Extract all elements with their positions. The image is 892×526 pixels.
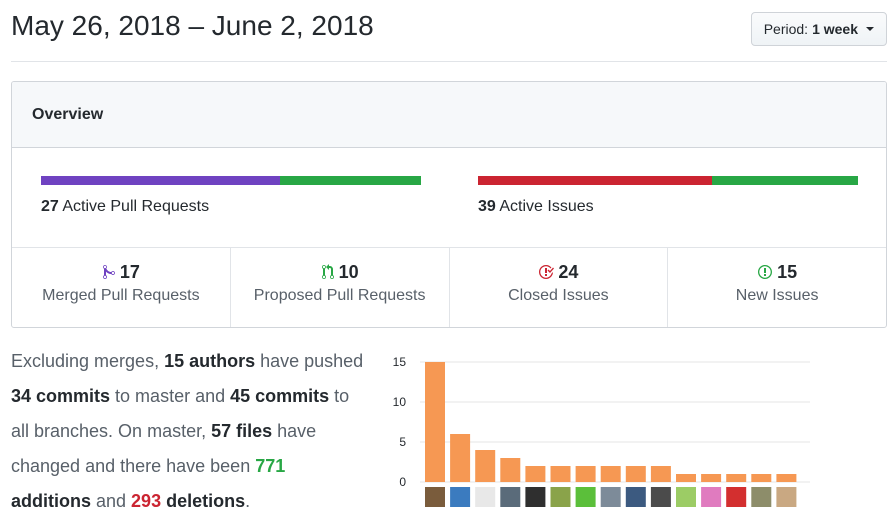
new-issues-count: 15 — [777, 261, 798, 282]
bar-author-4[interactable] — [500, 458, 521, 482]
overview-panel: Overview 27 Active Pull Requests 39 Acti… — [11, 81, 887, 328]
overview-bars: 27 Active Pull Requests 39 Active Issues — [12, 148, 886, 248]
bar-author-7[interactable] — [575, 466, 596, 482]
period-prefix: Period: — [763, 21, 809, 37]
bar-author-14[interactable] — [751, 474, 772, 482]
active-pull-requests-label: 27 Active Pull Requests — [41, 198, 421, 216]
avatar-author-8[interactable] — [600, 487, 621, 507]
proposed-pull-requests-count: 10 — [338, 261, 359, 282]
avatar-author-5[interactable] — [525, 487, 546, 507]
additions-label: additions — [11, 491, 91, 511]
avatar-author-15[interactable] — [776, 487, 797, 507]
commits-bar-chart: 0 5 10 15 — [393, 355, 810, 507]
closed-issues-count: 24 — [558, 261, 579, 282]
avatar-author-11[interactable] — [676, 487, 696, 507]
summary-text: have pushed — [255, 351, 364, 371]
active-pull-requests[interactable]: 27 Active Pull Requests — [41, 176, 421, 216]
bar-author-15[interactable] — [776, 474, 797, 482]
commits-by-author-chart: 0 5 10 15 — [390, 350, 820, 520]
issues-progress-bar — [478, 176, 858, 185]
bar-author-5[interactable] — [525, 466, 546, 482]
bar-author-6[interactable] — [550, 466, 571, 482]
open-segment — [711, 176, 858, 185]
new-issues-label: New Issues — [735, 287, 819, 304]
avatar-author-4[interactable] — [500, 487, 521, 507]
bar-author-11[interactable] — [676, 474, 696, 482]
summary-text: . — [245, 491, 251, 511]
proposed-segment — [280, 176, 421, 185]
bar-author-12[interactable] — [701, 474, 722, 482]
all-branch-commits-count: 45 commits — [230, 386, 330, 406]
avatar-author-13[interactable] — [726, 487, 747, 507]
summary-text: Excluding merges, — [11, 351, 165, 371]
active-issues[interactable]: 39 Active Issues — [478, 176, 858, 216]
deletions-label: deletions — [161, 491, 246, 511]
git-merge-icon — [102, 264, 116, 280]
summary-text: to master and — [110, 386, 231, 406]
proposed-pull-requests-stat[interactable]: 10 Proposed Pull Requests — [231, 248, 450, 327]
active-pull-requests-text: Active Pull Requests — [62, 198, 210, 215]
avatar-author-2[interactable] — [450, 487, 471, 507]
summary-text: and — [91, 491, 132, 511]
proposed-pull-requests-label: Proposed Pull Requests — [253, 287, 426, 304]
bar-author-9[interactable] — [625, 466, 646, 482]
avatar-author-7[interactable] — [575, 487, 596, 507]
closed-issues-label: Closed Issues — [508, 287, 609, 304]
merged-segment — [41, 176, 281, 185]
summary-text: to all branches. On master, — [11, 386, 350, 441]
merged-pull-requests-count: 17 — [119, 261, 140, 282]
new-issues-stat[interactable]: 15 New Issues — [668, 248, 886, 327]
active-issues-count: 39 — [478, 198, 496, 215]
bar-author-8[interactable] — [600, 466, 621, 482]
commit-summary: Excluding merges, 15 authors have pushed… — [11, 344, 366, 519]
bar-author-3[interactable] — [475, 450, 496, 482]
y-tick-label: 0 — [399, 475, 406, 489]
active-pull-requests-count: 27 — [41, 198, 59, 215]
pull-requests-progress-bar — [41, 176, 421, 185]
closed-issues-stat[interactable]: 24 Closed Issues — [450, 248, 669, 327]
merged-pull-requests-stat[interactable]: 17 Merged Pull Requests — [12, 248, 231, 327]
date-range-title: May 26, 2018 – June 2, 2018 — [11, 10, 374, 41]
master-commits-count: 34 commits — [11, 386, 111, 406]
y-tick-label: 10 — [393, 395, 407, 409]
deletions-count: 293 — [131, 491, 162, 511]
bar-author-13[interactable] — [726, 474, 747, 482]
avatar-author-9[interactable] — [625, 487, 646, 507]
summary-text: have changed and there have been — [11, 421, 317, 476]
avatar-author-3[interactable] — [475, 487, 496, 507]
avatar-author-14[interactable] — [751, 487, 772, 507]
bar-author-2[interactable] — [450, 434, 471, 482]
avatar-author-1[interactable] — [425, 487, 445, 507]
closed-segment — [478, 176, 712, 185]
y-tick-label: 5 — [399, 435, 406, 449]
merged-pull-requests-label: Merged Pull Requests — [42, 287, 200, 304]
authors-count: 15 authors — [164, 351, 256, 371]
overview-title: Overview — [12, 82, 886, 148]
git-pull-request-icon — [321, 264, 335, 280]
y-tick-label: 15 — [393, 355, 407, 369]
avatar-author-6[interactable] — [550, 487, 571, 507]
issue-closed-icon — [538, 264, 555, 280]
active-issues-text: Active Issues — [499, 198, 594, 215]
caret-down-icon — [866, 27, 874, 31]
bar-author-1[interactable] — [425, 362, 445, 482]
avatar-author-10[interactable] — [650, 487, 671, 507]
bar-author-10[interactable] — [650, 466, 671, 482]
additions-count: 771 — [255, 456, 286, 476]
issue-opened-icon — [757, 264, 773, 280]
active-issues-label: 39 Active Issues — [478, 198, 858, 216]
period-select-button[interactable]: Period: 1 week — [750, 12, 887, 46]
overview-stats: 17 Merged Pull Requests 10 Proposed Pull… — [12, 248, 886, 327]
avatar-author-12[interactable] — [701, 487, 722, 507]
page-header: May 26, 2018 – June 2, 2018 Period: 1 we… — [11, 0, 887, 62]
period-value: 1 week — [812, 21, 858, 37]
files-changed-count: 57 files — [211, 421, 273, 441]
